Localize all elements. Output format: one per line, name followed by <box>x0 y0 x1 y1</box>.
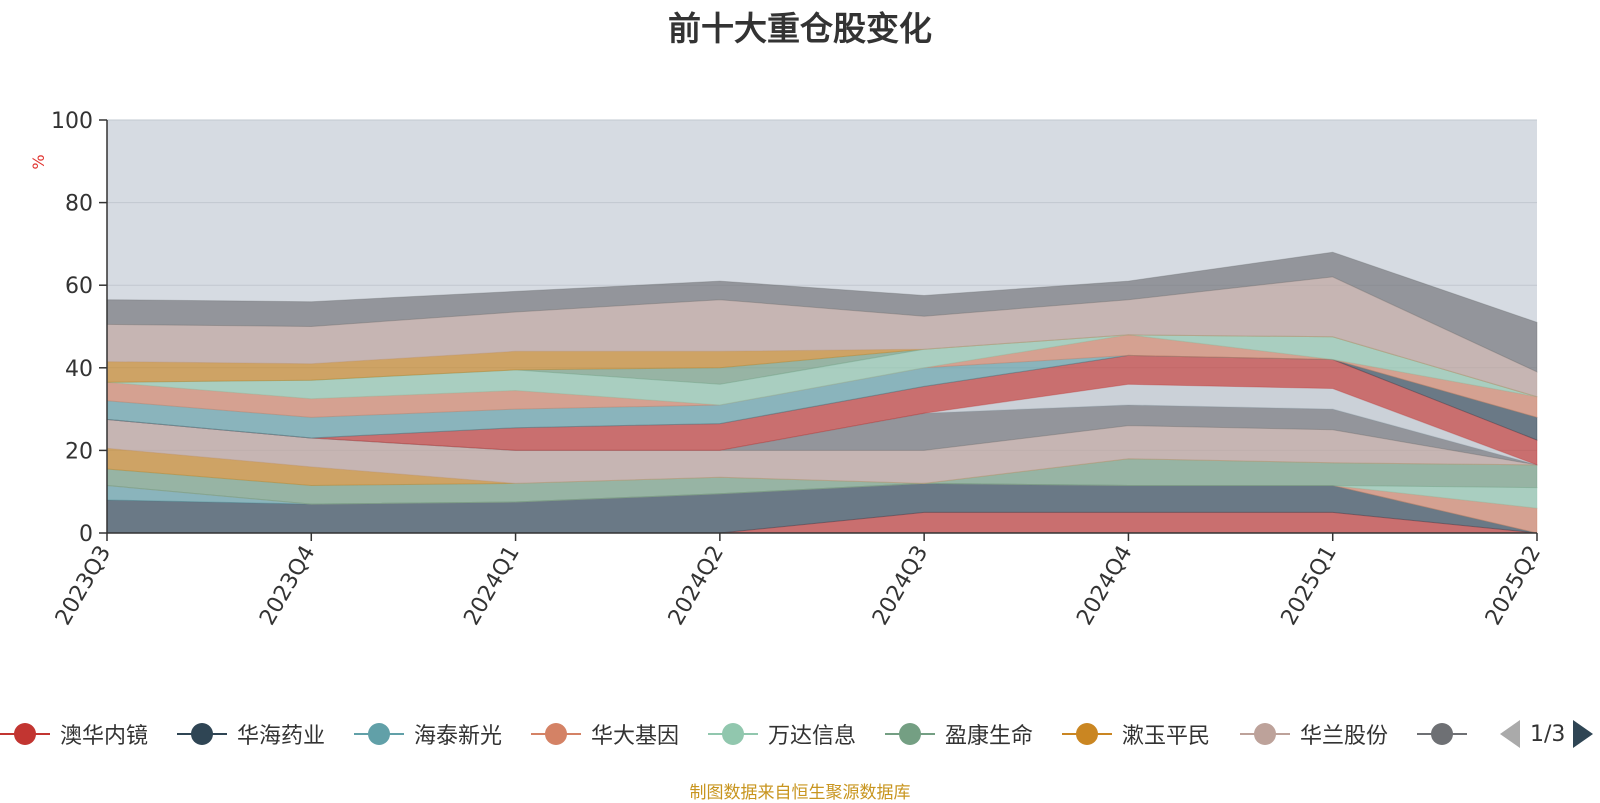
x-tick-label: 2024Q2 <box>664 542 729 630</box>
legend-page-indicator: 1/3 <box>1530 721 1566 747</box>
legend-label: 海泰新光 <box>414 724 503 749</box>
legend-item[interactable]: 万达信息 <box>708 712 856 756</box>
legend-label: 漱玉平民 <box>1122 724 1211 749</box>
legend-label: 万达信息 <box>768 724 857 749</box>
legend-label: 盈康生命 <box>945 724 1034 749</box>
y-axis-unit-label: % <box>29 154 48 169</box>
y-tick-label: 100 <box>51 109 93 134</box>
legend-item[interactable] <box>1417 712 1477 756</box>
legend-label: 华兰股份 <box>1300 724 1389 749</box>
series-area <box>106 251 1538 373</box>
legend-item[interactable]: 华海药业 <box>177 712 325 756</box>
legend-swatch <box>885 712 935 756</box>
legend: 澳华内镜 华海药业 海泰新光 华大基因 万达信息 盈康生命 漱玉平民 华兰股份 <box>0 712 1485 756</box>
x-tick-label: 2025Q2 <box>1481 542 1546 630</box>
legend-item[interactable]: 海泰新光 <box>354 712 502 756</box>
x-tick-label: 2024Q3 <box>868 542 933 630</box>
legend-swatch <box>531 712 581 756</box>
legend-item[interactable]: 华兰股份 <box>1240 712 1388 756</box>
legend-item[interactable]: 漱玉平民 <box>1062 712 1210 756</box>
legend-label: 澳华内镜 <box>60 724 149 749</box>
legend-item[interactable]: 华大基因 <box>531 712 679 756</box>
chart-title: 前十大重仓股变化 <box>668 9 932 48</box>
legend-swatch <box>177 712 227 756</box>
legend-next-page-button[interactable] <box>1573 720 1594 748</box>
legend-pager: 1/3 <box>1500 712 1594 756</box>
y-tick-label: 0 <box>79 522 93 547</box>
x-tick-label: 2023Q4 <box>255 542 320 630</box>
y-tick-label: 20 <box>65 439 93 464</box>
legend-swatch <box>1062 712 1112 756</box>
y-tick-label: 40 <box>65 357 93 382</box>
area-series <box>106 251 1538 534</box>
source-note: 制图数据来自恒生聚源数据库 <box>689 783 911 803</box>
legend-item[interactable]: 澳华内镜 <box>0 712 148 756</box>
y-tick-label: 80 <box>65 192 93 217</box>
legend-swatch <box>1417 712 1467 756</box>
legend-swatch <box>1240 712 1290 756</box>
legend-swatch <box>708 712 758 756</box>
legend-item[interactable]: 盈康生命 <box>885 712 1033 756</box>
x-tick-label: 2024Q4 <box>1072 542 1137 630</box>
stacked-area-chart: 0 20 40 60 80 100 2023Q3 2023Q4 2024Q1 2024Q2 2024… <box>29 109 1546 630</box>
x-tick-label: 2025Q1 <box>1277 542 1342 630</box>
x-tick-label: 2024Q1 <box>459 542 524 630</box>
y-tick-label: 60 <box>65 274 93 299</box>
legend-label: 华海药业 <box>237 724 326 749</box>
legend-prev-page-button[interactable] <box>1500 720 1520 748</box>
legend-swatch <box>0 712 50 756</box>
legend-label: 华大基因 <box>591 724 680 749</box>
x-tick-label: 2023Q3 <box>51 542 116 630</box>
legend-swatch <box>354 712 404 756</box>
